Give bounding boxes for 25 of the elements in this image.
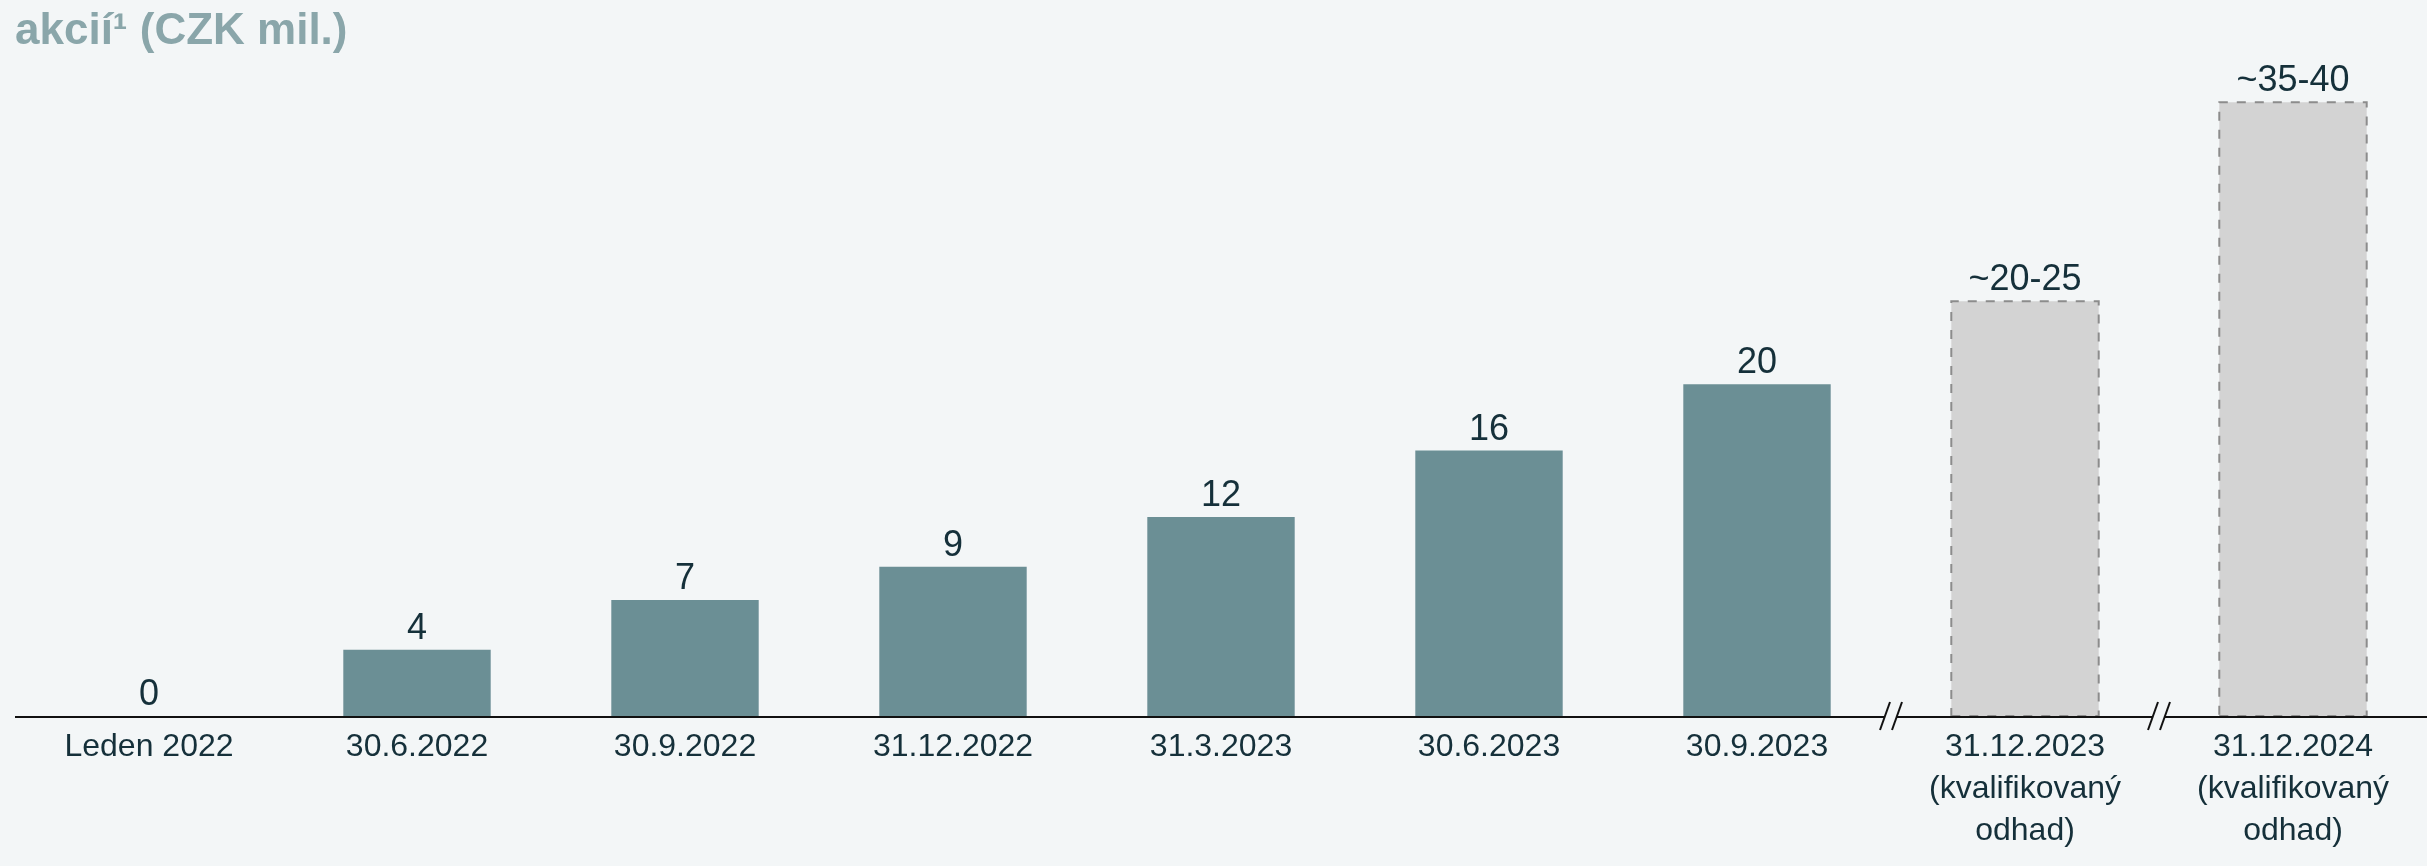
x-tick-label: 30.6.2022	[345, 727, 489, 764]
chart-title: akcií¹ (CZK mil.)	[15, 4, 348, 54]
data-label: 20	[1736, 340, 1778, 382]
x-tick-label: 31.3.2023	[1149, 727, 1293, 764]
bar	[611, 599, 759, 716]
data-label: 12	[1200, 472, 1242, 514]
x-tick-label: 31.12.2024 (kvalifikovaný odhad)	[2196, 727, 2390, 847]
x-tick-label: 31.12.2023 (kvalifikovaný odhad)	[1928, 727, 2122, 847]
x-tick-label: Leden 2022	[64, 727, 234, 764]
data-label: 7	[674, 555, 696, 597]
data-label: 16	[1468, 406, 1510, 448]
x-tick-label: 30.9.2022	[613, 727, 757, 764]
bar	[1415, 450, 1563, 716]
data-label: 0	[138, 672, 160, 713]
bar	[1683, 384, 1831, 716]
data-label: 4	[406, 605, 428, 647]
bar	[343, 649, 491, 716]
bar	[879, 566, 1027, 716]
x-tick-label: 30.6.2023	[1417, 727, 1561, 764]
data-label: 9	[942, 522, 964, 564]
x-tick-label: 31.12.2022	[872, 727, 1034, 764]
data-label: ~20-25	[1968, 257, 2082, 299]
bar	[1147, 516, 1295, 716]
data-label: ~35-40	[2236, 58, 2350, 100]
x-tick-label: 30.9.2023	[1685, 727, 1829, 764]
